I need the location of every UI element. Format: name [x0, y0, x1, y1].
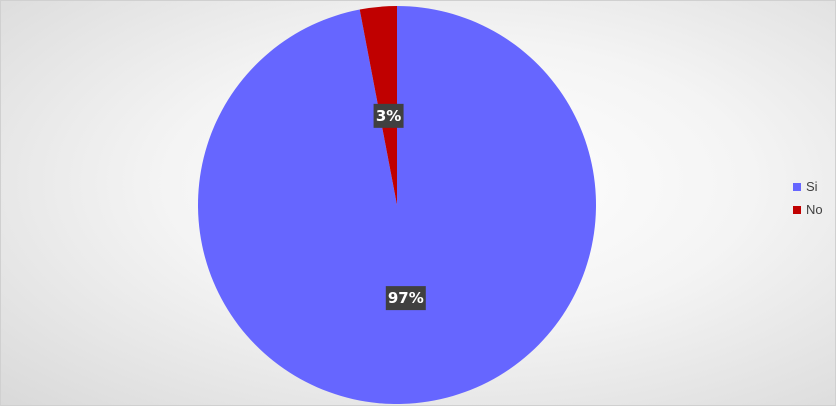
pie-slices — [197, 6, 596, 404]
legend-label-no: No — [806, 202, 823, 217]
legend-swatch-si — [793, 182, 801, 191]
data-label-no: 3% — [373, 103, 404, 128]
legend-item-si[interactable]: Si — [793, 179, 823, 194]
legend-swatch-no — [793, 205, 801, 214]
data-label-bg-si — [385, 286, 426, 311]
data-labels: 97% 3% — [373, 103, 426, 311]
legend-item-no[interactable]: No — [793, 202, 823, 217]
data-label-text-no: 3% — [376, 107, 401, 125]
data-label-si: 97% — [385, 286, 426, 311]
data-label-text-si: 97% — [388, 289, 424, 307]
legend: Si No — [793, 179, 823, 217]
data-label-bg-no — [373, 103, 404, 128]
legend-label-si: Si — [806, 179, 818, 194]
